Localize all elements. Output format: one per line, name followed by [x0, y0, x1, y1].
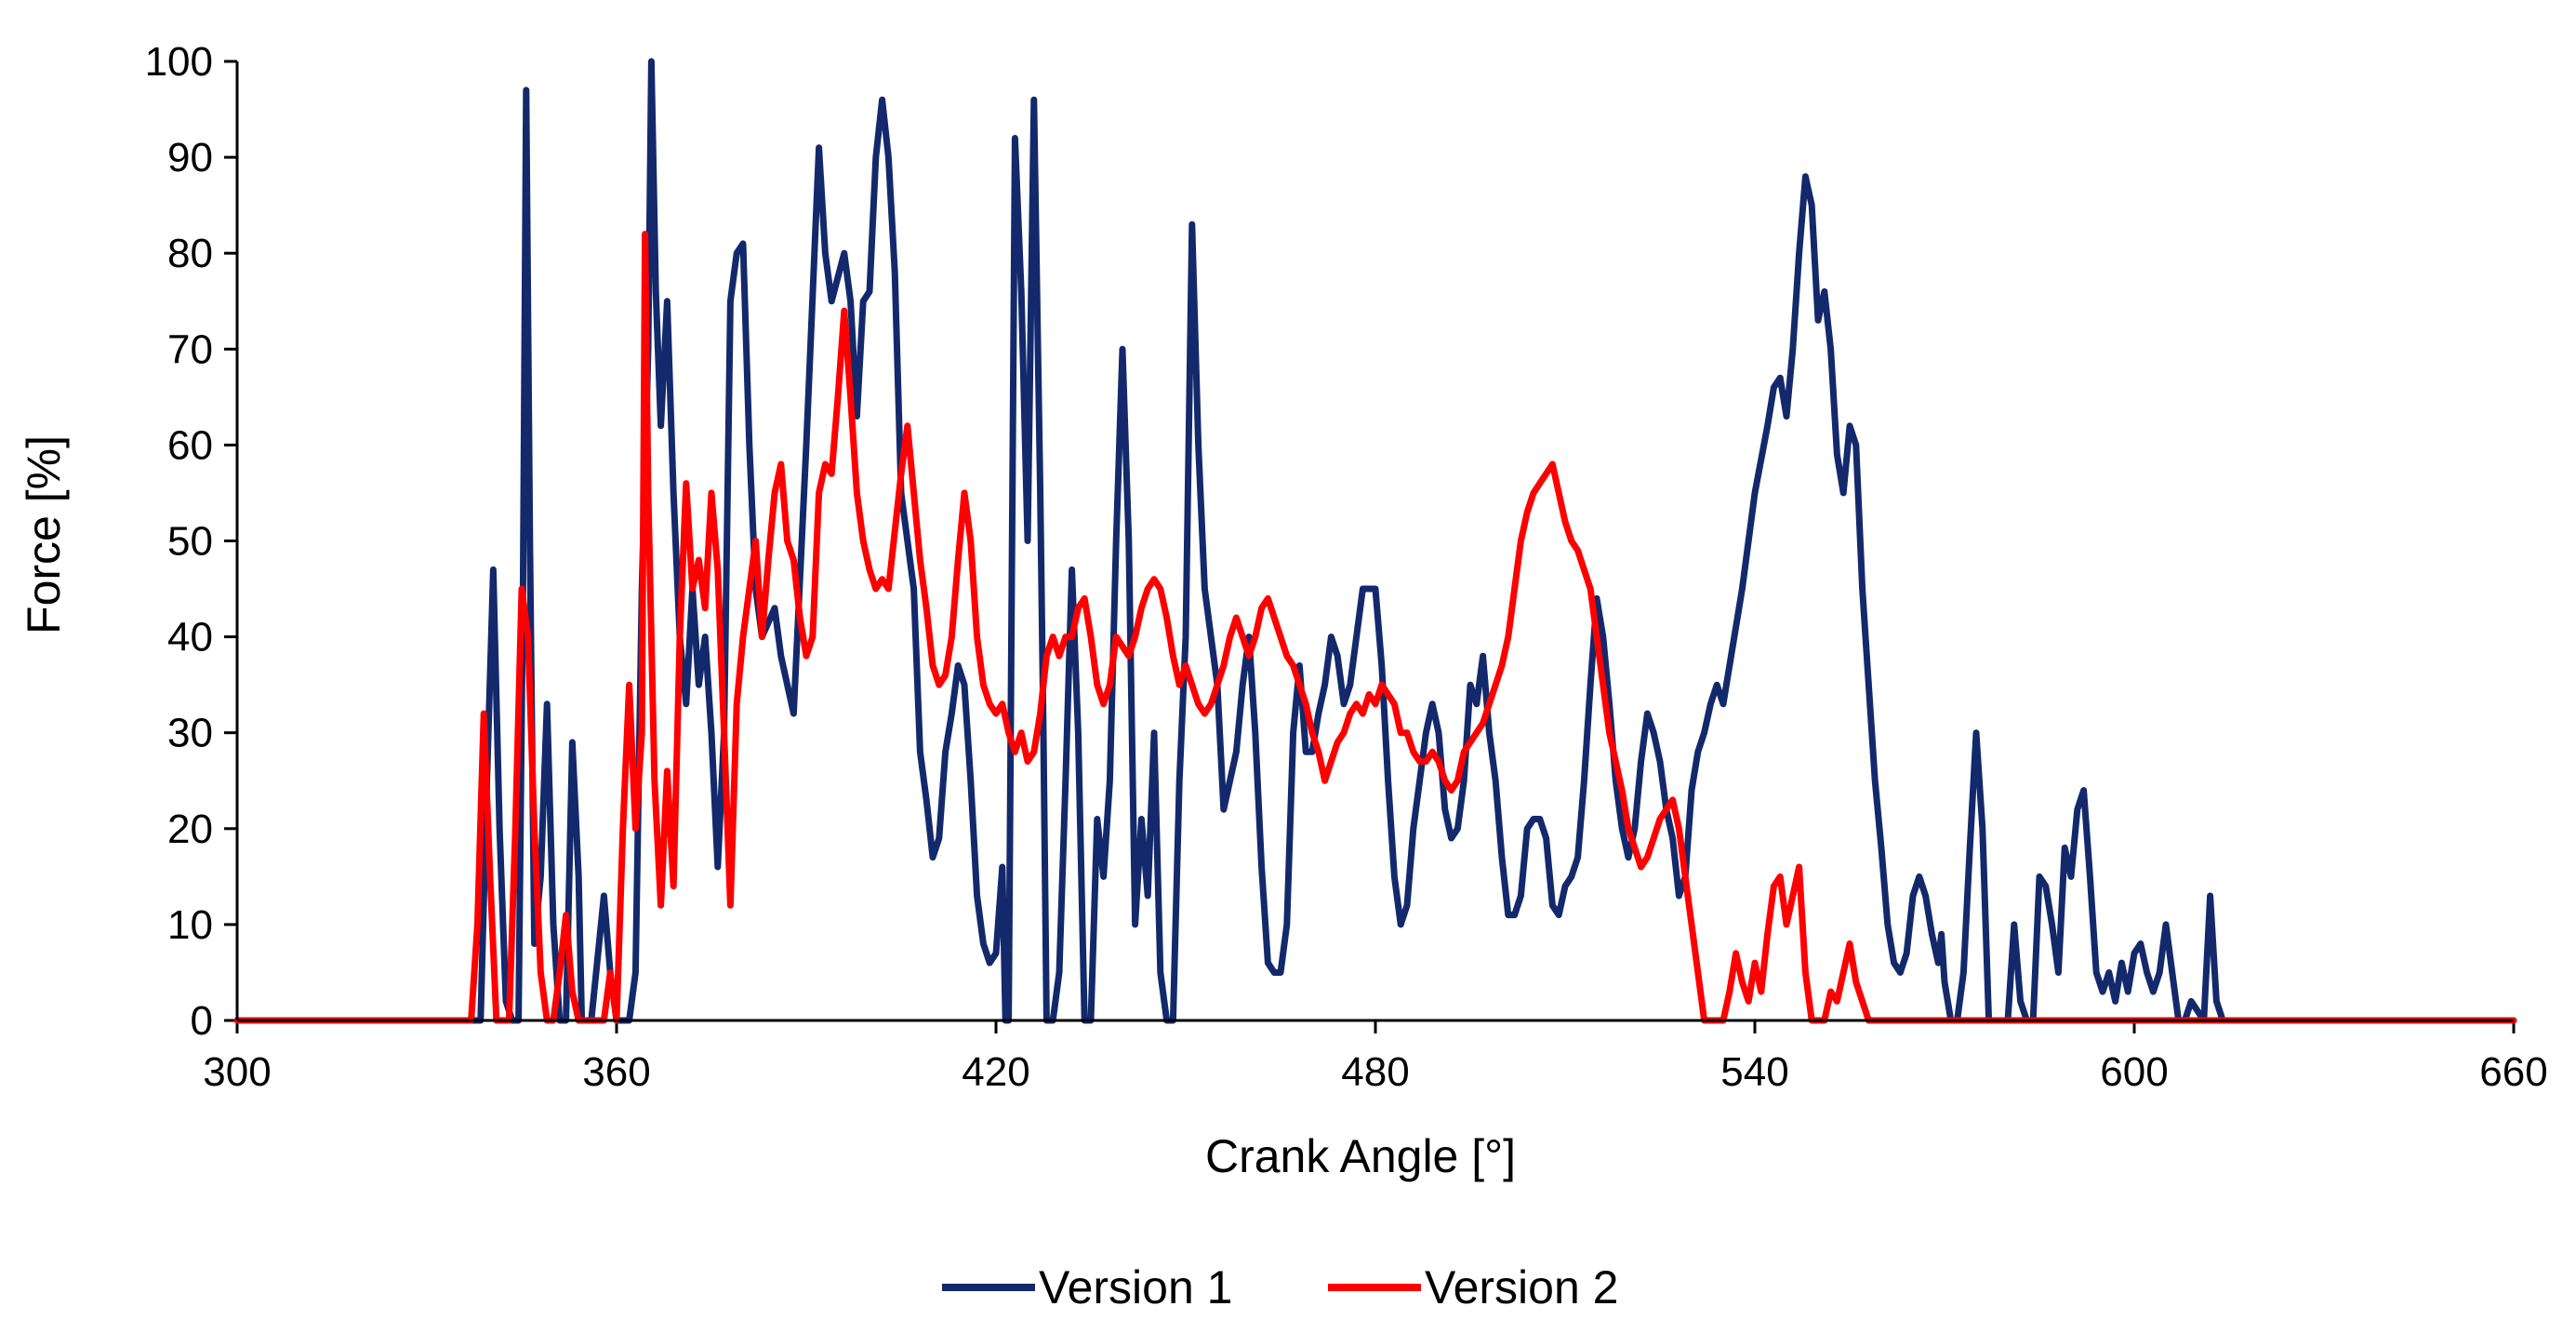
y-tick-label: 20 — [167, 806, 213, 852]
y-tick-label: 80 — [167, 231, 213, 276]
x-tick-label: 360 — [582, 1049, 650, 1095]
x-tick-label: 600 — [2100, 1049, 2168, 1095]
y-tick-label: 0 — [191, 998, 213, 1044]
series-line-version-1 — [233, 58, 2517, 1024]
y-tick-label: 90 — [167, 135, 213, 180]
y-tick-label: 30 — [167, 711, 213, 756]
legend-label-version-1: Version 1 — [1039, 1261, 1232, 1313]
y-axis-title: Force [%] — [18, 435, 70, 634]
y-tick-labels: 0 10 20 30 40 50 60 70 80 90 100 — [145, 39, 237, 1044]
x-axis-title: Crank Angle [°] — [1205, 1130, 1516, 1182]
x-tick-label: 540 — [1720, 1049, 1788, 1095]
y-tick-label: 40 — [167, 615, 213, 660]
axes — [235, 61, 2514, 1022]
y-tick-label: 10 — [167, 902, 213, 948]
x-tick-label: 660 — [2479, 1049, 2547, 1095]
y-tick-label: 50 — [167, 519, 213, 565]
legend-label-version-2: Version 2 — [1425, 1261, 1618, 1313]
x-tick-labels: 300 360 420 480 540 600 660 — [203, 1020, 2548, 1095]
series-layer — [233, 58, 2517, 1024]
y-tick-label: 70 — [167, 327, 213, 372]
y-tick-label: 60 — [167, 422, 213, 468]
x-tick-label: 480 — [1341, 1049, 1409, 1095]
legend: Version 1 Version 2 — [942, 1261, 1618, 1313]
y-tick-label: 100 — [145, 39, 213, 85]
series-line-version-2 — [233, 231, 2517, 1024]
x-tick-label: 300 — [203, 1049, 271, 1095]
x-tick-label: 420 — [962, 1049, 1029, 1095]
